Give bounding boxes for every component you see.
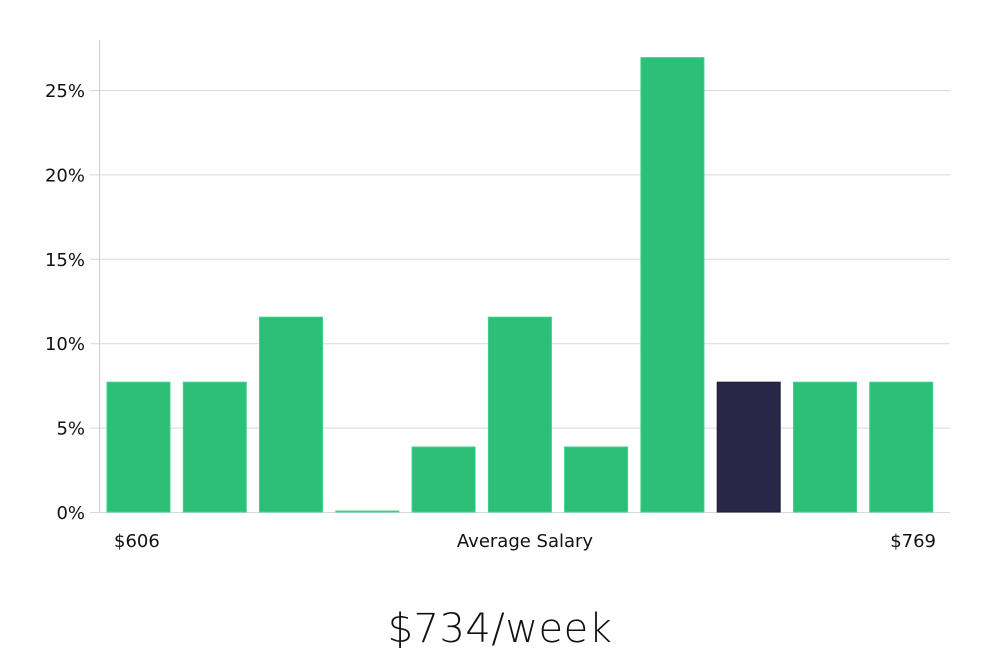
- bar: [564, 446, 629, 513]
- bars: [106, 57, 934, 513]
- y-axis-ticks: 0% 5% 10% 15% 20% 25%: [45, 81, 85, 524]
- highlighted-bar: [716, 381, 781, 513]
- x-axis-title: Average Salary: [457, 531, 594, 552]
- y-tick-label: 20%: [45, 165, 85, 186]
- bar: [259, 316, 323, 513]
- bar: [487, 316, 552, 513]
- average-salary-value: $734/week: [387, 606, 613, 652]
- bar: [793, 381, 857, 513]
- bar: [869, 381, 934, 513]
- bar: [182, 381, 247, 513]
- y-tick-label: 10%: [45, 334, 85, 355]
- x-max-label: $769: [890, 531, 936, 552]
- bar: [335, 510, 400, 513]
- y-tick-label: 5%: [56, 419, 85, 440]
- x-min-label: $606: [114, 531, 160, 552]
- y-tick-label: 0%: [56, 503, 85, 524]
- bar: [640, 57, 705, 513]
- y-tick-label: 25%: [45, 81, 85, 102]
- bar: [411, 446, 476, 513]
- bar: [106, 381, 171, 513]
- y-tick-label: 15%: [45, 250, 85, 271]
